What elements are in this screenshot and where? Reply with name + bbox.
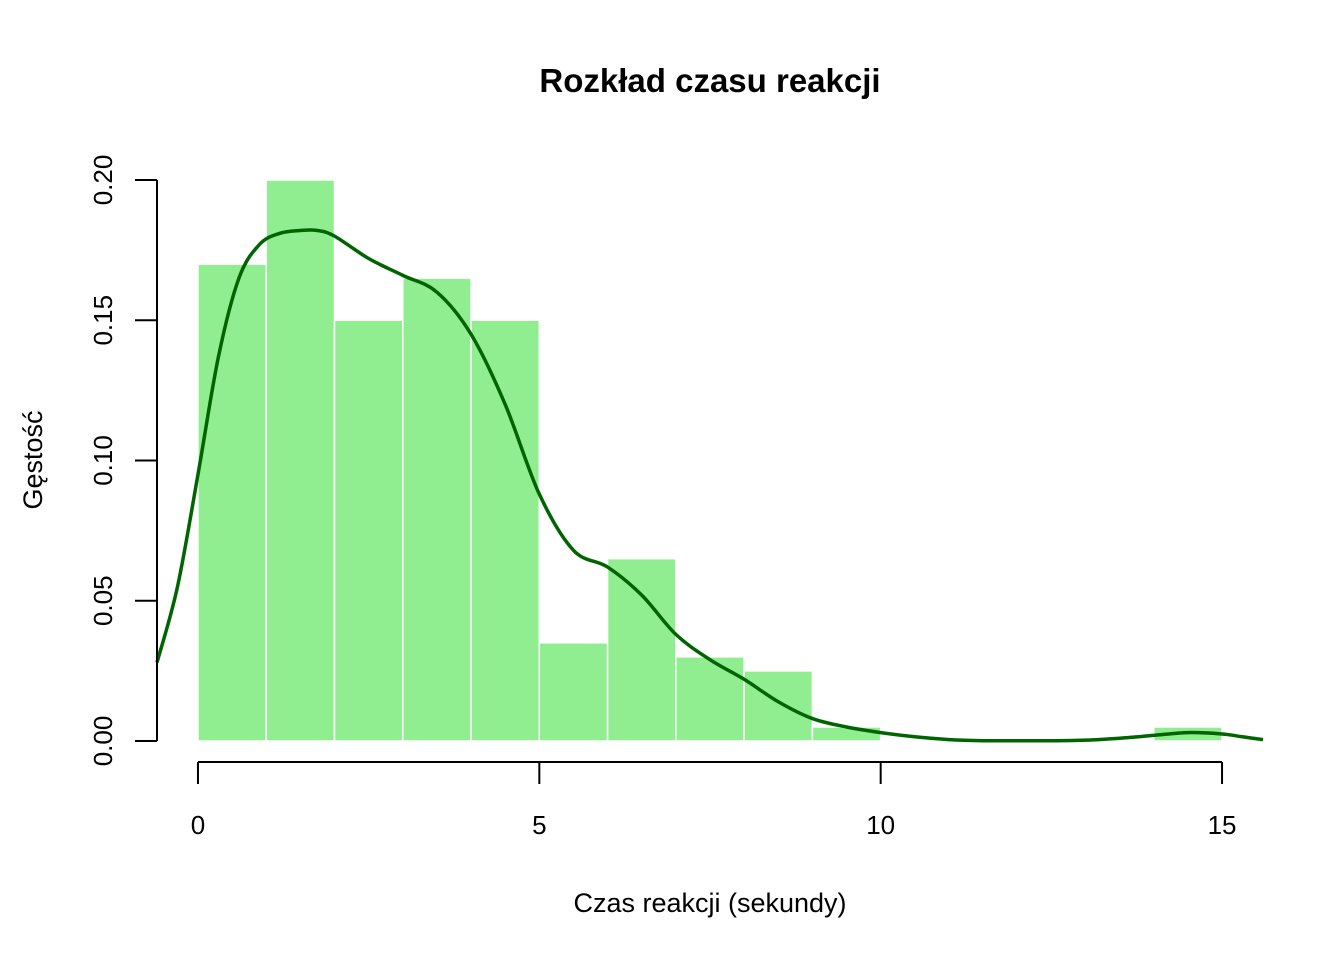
histogram-bar-7 <box>675 656 745 742</box>
x-tick-label: 15 <box>1208 810 1237 840</box>
x-tick-label: 10 <box>866 810 895 840</box>
x-axis: 0 5 10 15 <box>191 761 1237 840</box>
histogram-bar-6 <box>606 557 677 742</box>
histogram-bar-2 <box>333 319 404 742</box>
histogram-bar-9 <box>811 726 882 742</box>
histogram-bar-1 <box>265 179 336 742</box>
histogram-bars <box>197 179 1223 742</box>
x-axis-label: Czas reakcji (sekundy) <box>573 888 846 918</box>
y-axis-label: Gęstość <box>18 410 48 509</box>
histogram-bar-8 <box>743 670 814 742</box>
histogram-bar-4 <box>470 319 541 742</box>
y-tick-label: 0.10 <box>88 435 118 486</box>
y-tick-label: 0.00 <box>88 716 118 767</box>
y-tick-label: 0.05 <box>88 575 118 626</box>
x-tick-label: 5 <box>532 810 546 840</box>
density-curve <box>155 228 1264 743</box>
histogram-bar-3 <box>402 277 472 742</box>
y-tick-label: 0.20 <box>88 155 118 206</box>
y-axis: 0.00 0.05 0.10 0.15 0.20 <box>88 155 158 767</box>
chart-title: Rozkład czasu reakcji <box>539 62 880 99</box>
x-tick-label: 0 <box>191 810 205 840</box>
histogram-bar-0 <box>197 263 267 742</box>
histogram-bar-5 <box>538 642 609 742</box>
y-tick-label: 0.15 <box>88 295 118 346</box>
